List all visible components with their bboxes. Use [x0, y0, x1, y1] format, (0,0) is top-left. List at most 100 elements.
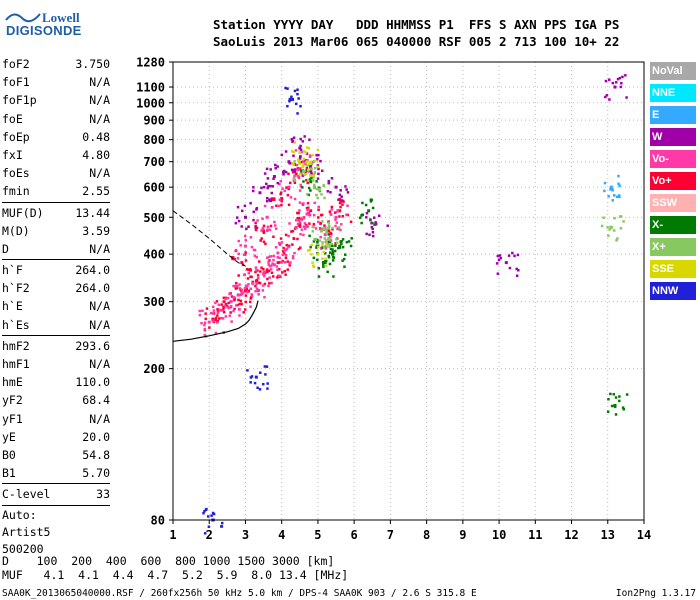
echo-speckle: [307, 147, 311, 150]
echo-point: [309, 209, 313, 213]
echo-speckle: [235, 248, 238, 252]
echo-speckle: [289, 196, 293, 199]
echo-speckle: [495, 262, 499, 265]
echo-speckle: [255, 287, 259, 290]
echo-speckle: [308, 234, 311, 238]
echo-speckle: [339, 228, 342, 232]
echo-speckle: [312, 179, 315, 182]
echo-speckle: [324, 259, 328, 263]
echo-speckle: [296, 112, 299, 115]
param-name: hmE: [2, 375, 23, 390]
echo-speckle: [299, 104, 302, 108]
echo-speckle: [329, 231, 332, 235]
echo-speckle: [315, 193, 318, 197]
echo-speckle: [203, 321, 207, 324]
echo-speckle: [332, 275, 335, 278]
echo-speckle: [329, 212, 332, 216]
echo-speckle: [238, 293, 241, 297]
echo-speckle: [280, 261, 283, 264]
param-group-confidence: C-level 33: [2, 485, 110, 503]
echo-speckle: [319, 228, 322, 231]
echo-speckle: [320, 193, 323, 196]
echo-point: [327, 229, 331, 233]
echo-speckle: [265, 167, 269, 171]
echo-speckle: [286, 260, 290, 263]
echo-speckle: [292, 163, 295, 167]
echo-speckle: [621, 406, 625, 409]
echo-speckle: [345, 240, 349, 244]
divider: [2, 504, 110, 506]
y-tick-label: 900: [143, 114, 165, 128]
echo-speckle: [611, 199, 614, 202]
x-tick-label: 10: [492, 528, 506, 542]
echo-speckle: [297, 219, 301, 222]
echo-speckle: [334, 218, 337, 221]
echo-speckle: [310, 176, 313, 179]
echo-point: [243, 244, 247, 248]
echo-speckle: [231, 257, 234, 261]
echo-point: [211, 317, 215, 321]
echo-speckle: [386, 224, 389, 227]
echo-speckle: [312, 240, 316, 243]
param-row: h`F 264.0: [2, 261, 110, 279]
param-name: B0: [2, 447, 16, 462]
echo-speckle: [279, 191, 283, 194]
echo-speckle: [618, 195, 621, 199]
echo-speckle: [498, 254, 502, 257]
echo-speckle: [336, 227, 339, 231]
echo-speckle: [607, 397, 610, 401]
echo-speckle: [270, 264, 273, 267]
echo-speckle: [285, 247, 289, 251]
echo-speckle: [319, 159, 322, 163]
echo-speckle: [296, 88, 299, 91]
echo-speckle: [338, 246, 342, 249]
echo-speckle: [260, 186, 263, 190]
distance-row: D 100 200 400 600 800 1000 1500 3000 [km…: [2, 554, 335, 568]
echo-speckle: [327, 254, 331, 258]
echo-speckle: [220, 525, 224, 528]
echo-speckle: [205, 507, 208, 511]
param-name: yF2: [2, 393, 23, 408]
echo-speckle: [307, 206, 310, 210]
param-value: 3.750: [75, 57, 110, 71]
echo-speckle: [268, 255, 271, 259]
echo-speckle: [288, 264, 291, 267]
echo-speckle: [224, 297, 228, 301]
echo-speckle: [338, 215, 341, 218]
echo-speckle: [288, 97, 292, 101]
echo-speckle: [302, 163, 305, 167]
echo-point: [222, 305, 226, 309]
echo-speckle: [237, 219, 241, 223]
param-value: 3.59: [82, 223, 110, 238]
echo-speckle: [269, 199, 273, 203]
echo-speckle: [291, 255, 295, 258]
param-row: hmF1 N/A: [2, 355, 110, 373]
echo-speckle: [324, 247, 328, 250]
echo-speckle: [256, 274, 260, 277]
echo-speckle: [335, 241, 339, 245]
echo-point: [312, 185, 316, 189]
echo-speckle: [248, 300, 252, 304]
echo-speckle: [249, 305, 252, 308]
echo-point: [374, 222, 378, 226]
param-name: fxI: [2, 147, 23, 162]
echo-speckle: [228, 292, 231, 296]
echo-speckle: [313, 238, 316, 241]
echo-speckle: [299, 155, 302, 158]
echo-speckle: [255, 207, 259, 210]
echo-speckle: [232, 284, 235, 288]
echo-speckle: [214, 331, 218, 335]
echo-speckle: [255, 282, 259, 285]
echo-speckle: [288, 162, 291, 165]
echo-speckle: [609, 188, 612, 191]
echo-speckle: [305, 169, 308, 172]
echo-speckle: [230, 320, 233, 323]
echo-speckle: [371, 230, 375, 234]
echo-speckle: [279, 237, 283, 240]
echo-speckle: [316, 157, 319, 161]
echo-speckle: [277, 274, 281, 278]
echo-speckle: [329, 247, 333, 251]
echo-speckle: [339, 223, 343, 226]
param-value: 20.0: [82, 429, 110, 444]
param-value: 4.80: [82, 147, 110, 162]
